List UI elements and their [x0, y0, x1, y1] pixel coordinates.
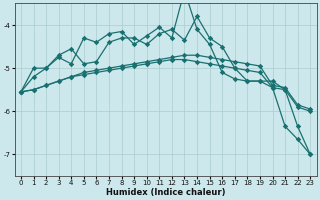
X-axis label: Humidex (Indice chaleur): Humidex (Indice chaleur) — [106, 188, 225, 197]
